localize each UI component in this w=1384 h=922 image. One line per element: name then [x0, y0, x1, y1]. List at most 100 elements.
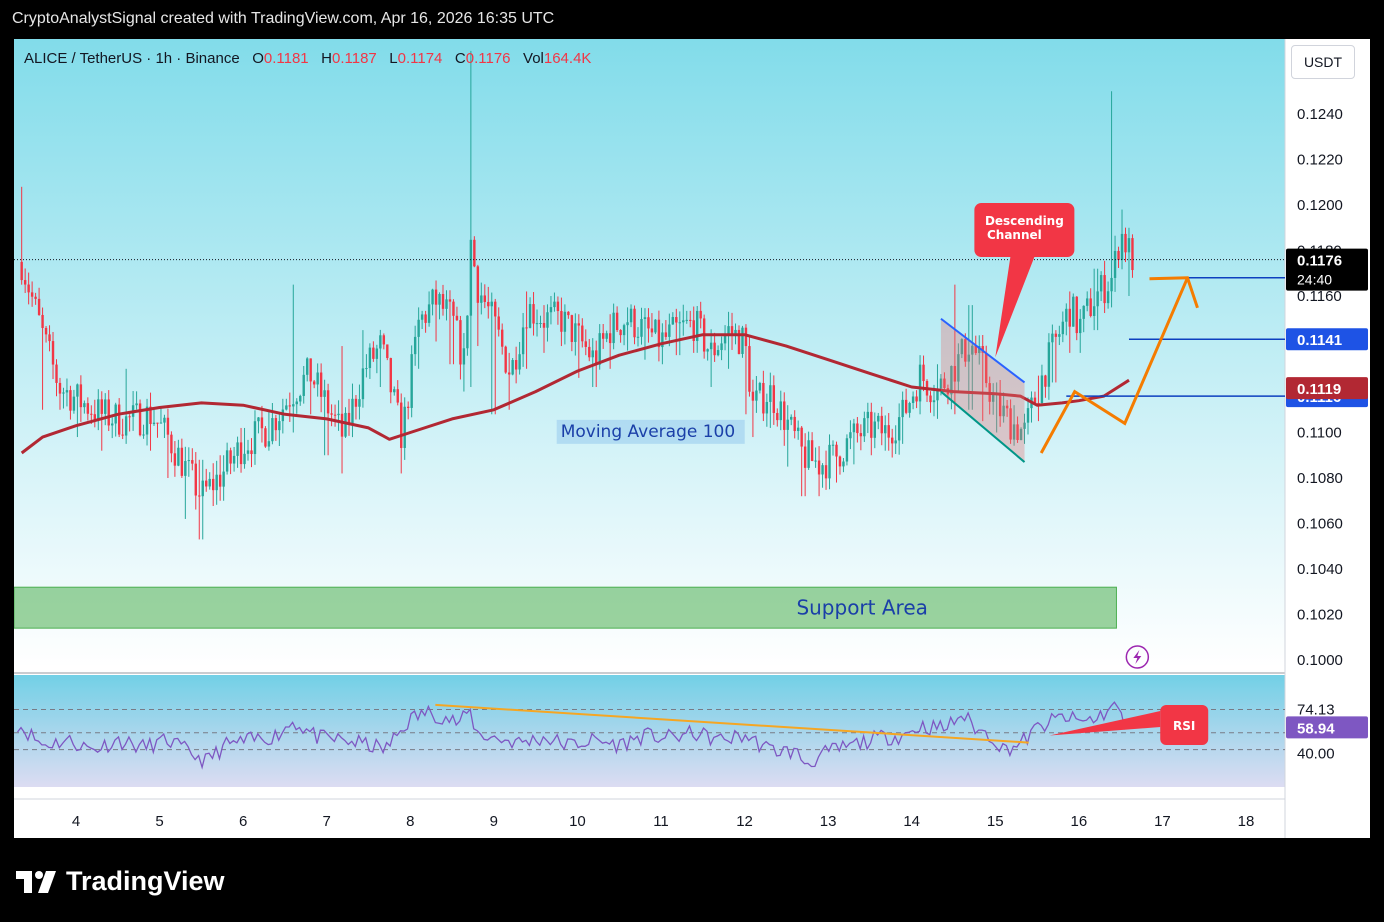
candle-body — [842, 461, 845, 467]
candle-body — [473, 239, 476, 267]
candle-body — [612, 312, 615, 344]
candle-body — [915, 396, 918, 402]
price-tick-label: 0.1160 — [1297, 288, 1342, 305]
candle-body — [807, 440, 810, 468]
candle-body — [786, 419, 789, 430]
volume-value: 164.4K — [543, 50, 592, 67]
candle-body — [177, 447, 180, 466]
price-tick-label: 0.1200 — [1297, 197, 1343, 214]
candle-body — [62, 392, 65, 394]
currency-button[interactable]: USDT — [1291, 45, 1355, 79]
candle-body — [1009, 408, 1012, 440]
candle-body — [55, 364, 58, 383]
candle-body — [351, 398, 354, 425]
candle-body — [730, 326, 734, 335]
ma-price-badge: 0.1119 — [1297, 381, 1341, 398]
time-tick-label: 10 — [569, 813, 586, 830]
candle-body — [1124, 233, 1127, 253]
candle-body — [664, 332, 668, 337]
candle-body — [709, 342, 713, 350]
chart-frame[interactable]: Support Area Moving Average 100 Descendi… — [14, 39, 1370, 838]
candle-body — [762, 382, 765, 414]
candle-body — [239, 442, 243, 465]
candle-body — [1089, 298, 1092, 316]
candle-body — [86, 403, 90, 414]
candle-body — [1068, 308, 1071, 327]
lightning-icon — [1125, 645, 1150, 669]
candle-body — [835, 444, 838, 457]
candle-body — [939, 378, 943, 389]
candle-body — [758, 382, 762, 391]
candle-body — [333, 414, 337, 416]
candle-body — [1019, 428, 1023, 440]
symbol-name[interactable]: ALICE / TetherUS · 1h · Binance — [24, 50, 240, 67]
candle-body — [51, 341, 55, 365]
candle-body — [156, 422, 159, 424]
candle-body — [521, 327, 525, 355]
rsi-callout-pointer — [1049, 711, 1161, 736]
candle-body — [306, 358, 309, 375]
candle-body — [285, 405, 288, 410]
candle-body — [65, 390, 69, 393]
candle-body — [643, 317, 647, 319]
candle-body — [636, 336, 640, 338]
candle-body — [737, 329, 741, 354]
candle-body — [880, 415, 883, 434]
candle-body — [821, 465, 824, 475]
time-tick-label: 16 — [1070, 813, 1087, 830]
candle-body — [48, 334, 51, 342]
candle-body — [1037, 402, 1040, 404]
candle-body — [205, 480, 208, 487]
candle-body — [696, 310, 699, 341]
candle-body — [69, 390, 72, 411]
time-tick-label: 18 — [1238, 813, 1255, 830]
candle-body — [344, 412, 347, 437]
chart-canvas[interactable]: Support Area Moving Average 100 Descendi… — [14, 39, 1370, 838]
projection-arrow-path — [1039, 277, 1189, 454]
descending-channel-fill — [940, 318, 1025, 463]
candle-body — [145, 406, 149, 435]
callout-pointer — [995, 257, 1035, 358]
candle-body — [675, 317, 678, 323]
current-price-label: 0.1176 — [1297, 253, 1342, 270]
candle-body — [894, 440, 897, 444]
high-value: 0.1187 — [331, 50, 377, 67]
tradingview-brand[interactable]: TradingView — [16, 866, 225, 897]
candle-body — [302, 374, 305, 396]
price-tick-label: 0.1240 — [1297, 106, 1343, 123]
candle-body — [501, 329, 504, 347]
candle-body — [723, 333, 727, 344]
candle-body — [932, 400, 936, 403]
price-tick-label: 0.1220 — [1297, 152, 1343, 169]
candle-body — [170, 434, 173, 454]
moving-average-label: Moving Average 100 — [561, 422, 735, 442]
candle-body — [253, 421, 257, 455]
moving-average-label-bg — [556, 419, 745, 444]
candle-body — [441, 294, 445, 309]
candle-body — [34, 296, 37, 299]
candle-body — [163, 417, 166, 423]
candle-body — [974, 345, 977, 354]
candle-body — [953, 365, 957, 382]
candle-body — [1058, 334, 1061, 337]
candle-body — [755, 390, 758, 401]
candle-body — [654, 319, 657, 333]
candle-body — [135, 403, 138, 406]
candle-body — [382, 335, 386, 345]
candle-body — [668, 324, 671, 337]
candle-body — [480, 295, 483, 303]
candle-body — [699, 310, 702, 319]
candle-body — [978, 346, 981, 354]
callout-text-line-2: Channel — [987, 228, 1042, 242]
candle-body — [445, 299, 448, 309]
candle-body — [605, 333, 608, 339]
candle-body — [1023, 422, 1026, 429]
candle-body — [553, 301, 556, 308]
time-tick-label: 4 — [72, 813, 80, 830]
candle-body — [887, 425, 890, 438]
candle-body — [1127, 238, 1131, 253]
candle-body — [629, 308, 633, 323]
candle-body — [870, 411, 873, 438]
candle-body — [243, 453, 246, 465]
candle-body — [918, 364, 922, 402]
